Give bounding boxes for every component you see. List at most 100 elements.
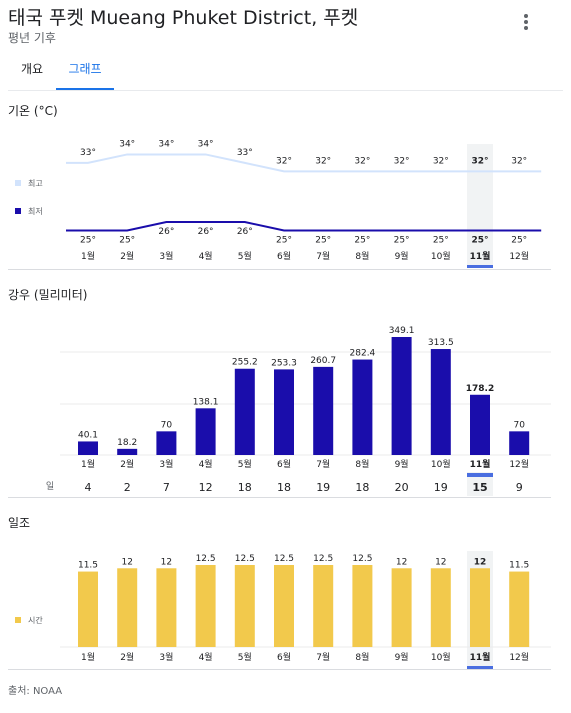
high-temperature-label: 32°: [276, 156, 292, 166]
high-temperature-label: 34°: [119, 139, 135, 149]
low-temperature-label: 26°: [237, 227, 253, 237]
rain-days-value: 15: [472, 481, 487, 494]
sunshine-value-label: 12: [435, 557, 446, 567]
rainfall-value-label: 138.1: [193, 397, 219, 407]
low-temperature-label: 25°: [80, 236, 96, 246]
month-label-rainfall: 2월: [120, 458, 134, 470]
month-label-sunshine: 7월: [316, 651, 330, 663]
month-label-rainfall: 12월: [509, 458, 529, 470]
days-underline: [467, 474, 493, 477]
rain-days-value: 12: [199, 481, 213, 494]
rain-days-value: 20: [395, 481, 409, 494]
rainfall-bar: [78, 441, 98, 455]
legend-label-high: 최고: [28, 178, 43, 188]
rainfall-bar: [195, 408, 216, 455]
sunshine-bar: [470, 568, 490, 647]
rainfall-bar: [234, 368, 255, 455]
highlight-column-temperature: [467, 144, 493, 268]
rain-days-value: 18: [277, 481, 291, 494]
rainfall-value-label: 40.1: [78, 430, 98, 440]
sunshine-bar: [509, 571, 530, 647]
low-temperature-label: 26°: [198, 227, 214, 237]
sunshine-bar: [352, 565, 373, 647]
sunshine-bar: [117, 568, 138, 647]
rainfall-value-label: 18.2: [117, 438, 137, 448]
rainfall-value-label: 253.3: [271, 358, 297, 368]
month-label-rainfall: 5월: [238, 458, 252, 470]
month-label-temperature: 11월: [470, 250, 491, 262]
low-temperature-label: 25°: [511, 236, 527, 246]
section-divider: [8, 269, 551, 270]
rain-days-value: 2: [124, 481, 131, 494]
month-label-sunshine: 5월: [238, 651, 252, 663]
month-label-temperature: 2월: [120, 250, 134, 262]
rainfall-bar: [470, 394, 490, 455]
month-label-temperature: 4월: [199, 250, 213, 262]
rain-days-value: 19: [316, 481, 330, 494]
month-label-rainfall: 4월: [199, 458, 213, 470]
sunshine-value-label: 12.5: [235, 554, 255, 564]
sunshine-value-label: 11.5: [78, 561, 98, 571]
month-label-sunshine: 11월: [470, 651, 491, 663]
month-label-sunshine: 2월: [120, 651, 134, 663]
rainfall-value-label: 70: [161, 420, 173, 430]
sunshine-value-label: 12: [396, 557, 407, 567]
page-subtitle: 평년 기후: [8, 31, 56, 45]
month-label-temperature: 12월: [509, 250, 529, 262]
month-label-rainfall: 9월: [395, 458, 409, 470]
sunshine-bar: [391, 568, 412, 647]
high-temperature-label: 32°: [394, 156, 410, 166]
month-label-temperature: 6월: [277, 250, 291, 262]
month-label-temperature: 8월: [355, 250, 369, 262]
month-label-sunshine: 10월: [431, 651, 451, 663]
rainfall-section-title: 강우 (밀리미터): [8, 288, 88, 302]
sunshine-value-label: 12.5: [274, 554, 294, 564]
low-temperature-label: 26°: [158, 227, 174, 237]
high-temperature-label: 34°: [198, 139, 214, 149]
sunshine-bar: [78, 571, 98, 647]
month-label-rainfall: 6월: [277, 458, 291, 470]
month-label-sunshine: 12월: [509, 651, 529, 663]
rainfall-bar: [430, 349, 451, 455]
rainfall-value-label: 178.2: [466, 384, 494, 394]
source-credit: 출처: NOAA: [8, 686, 63, 697]
rainfall-value-label: 282.4: [350, 349, 376, 359]
rainfall-bar: [274, 369, 294, 455]
legend-swatch-sunshine: [15, 617, 21, 623]
sunshine-value-label: 12: [121, 557, 132, 567]
month-underline-sunshine: [467, 666, 493, 669]
rainfall-value-label: 313.5: [428, 338, 454, 348]
header: 태국 푸켓 Mueang Phuket District, 푸켓 평년 기후: [8, 6, 563, 46]
low-temperature-label: 25°: [315, 236, 331, 246]
rainfall-bar: [509, 431, 530, 455]
month-label-sunshine: 9월: [395, 651, 409, 663]
rainfall-value-label: 260.7: [310, 356, 336, 366]
month-underline-temperature: [467, 265, 493, 268]
month-label-temperature: 3월: [159, 250, 173, 262]
low-temperature-line: [66, 221, 542, 232]
sunshine-value-label: 12: [161, 557, 172, 567]
month-label-temperature: 9월: [395, 250, 409, 262]
tab-divider: [8, 90, 563, 91]
month-label-sunshine: 3월: [159, 651, 173, 663]
more-vert-icon[interactable]: [516, 12, 536, 36]
high-temperature-label: 32°: [315, 156, 331, 166]
low-temperature-label: 25°: [433, 236, 449, 246]
month-label-sunshine: 4월: [199, 651, 213, 663]
sunshine-bar: [234, 565, 255, 647]
sunshine-value-label: 12: [474, 557, 487, 567]
month-label-sunshine: 8월: [355, 651, 369, 663]
rain-days-value: 19: [434, 481, 448, 494]
rainfall-value-label: 255.2: [232, 358, 258, 368]
high-temperature-label: 32°: [511, 156, 527, 166]
sunshine-section-title: 일조: [8, 516, 31, 530]
tab-overview[interactable]: 개요: [20, 62, 44, 76]
rain-days-label: 일: [46, 481, 54, 492]
tab-graph[interactable]: 그래프: [56, 58, 114, 90]
rain-days-value: 18: [238, 481, 252, 494]
sunshine-bar: [274, 565, 294, 647]
low-temperature-label: 25°: [354, 236, 370, 246]
rainfall-bar: [391, 337, 412, 455]
sunshine-bar: [156, 568, 177, 647]
